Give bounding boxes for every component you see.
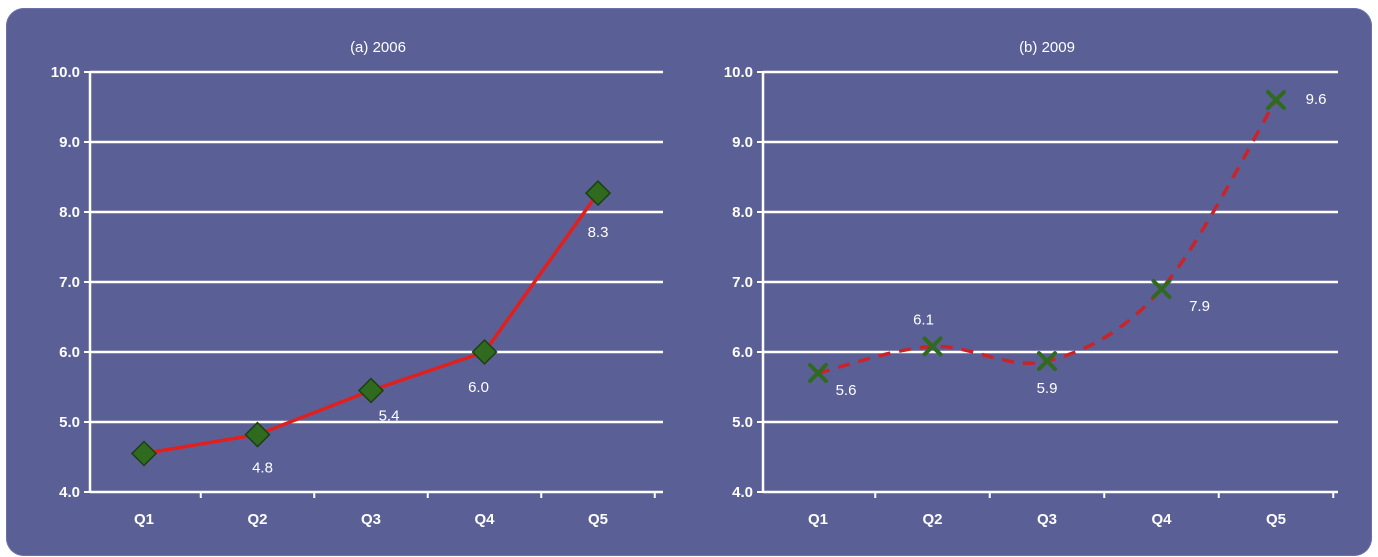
data-point (357, 377, 385, 404)
chart-title: (b) 2009 (1019, 39, 1075, 56)
data-label: 6.0 (468, 379, 489, 396)
data-label: 5.4 (379, 408, 400, 425)
data-point (471, 338, 498, 366)
y-tick-label: 9.0 (59, 134, 80, 151)
data-label: 7.9 (1189, 298, 1210, 315)
x-tick-label: Q3 (361, 511, 381, 528)
x-tick-label: Q2 (247, 511, 267, 528)
y-tick-label: 10.0 (51, 64, 80, 81)
data-point (244, 421, 271, 448)
y-tick-label: 4.0 (59, 484, 80, 501)
y-tick-label: 7.0 (59, 274, 80, 291)
x-tick-label: Q5 (1266, 511, 1286, 528)
chart-title: (a) 2006 (350, 39, 406, 56)
chart-b: (b) 2009 4.0 5.0 6.0 7.0 8.0 9.0 10.0 Q1 Q2 Q3 Q4 Q5… (724, 39, 1338, 528)
chart-a: (a) 2006 4.0 5.0 6.0 7.0 8.0 9.0 10.0 Q1 Q2 Q3 Q4 Q5… (51, 39, 663, 528)
data-label: 5.9 (1037, 380, 1058, 397)
data-point (1266, 90, 1286, 110)
y-tick-label: 5.0 (732, 414, 753, 431)
y-tick-label: 6.0 (732, 344, 753, 361)
x-tick-label: Q1 (134, 511, 154, 528)
data-label: 5.6 (836, 382, 857, 399)
x-tick-label: Q2 (922, 511, 942, 528)
y-tick-label: 5.0 (59, 414, 80, 431)
data-label: 9.6 (1306, 91, 1327, 108)
x-tick-label: Q3 (1037, 511, 1057, 528)
x-tick-label: Q4 (474, 511, 495, 528)
data-point (1037, 351, 1057, 372)
y-tick-label: 9.0 (732, 134, 753, 151)
y-tick-label: 4.0 (732, 484, 753, 501)
data-point (808, 363, 828, 383)
data-label: 6.1 (913, 311, 934, 328)
series-line (817, 99, 1278, 375)
y-tick-label: 6.0 (59, 344, 80, 361)
series-line (143, 192, 600, 456)
y-tick-label: 8.0 (59, 204, 80, 221)
x-tick-label: Q1 (808, 511, 828, 528)
data-point (922, 336, 943, 357)
data-label: 8.3 (588, 224, 609, 241)
y-tick-label: 8.0 (732, 204, 753, 221)
x-tick-label: Q5 (588, 511, 608, 528)
x-tick-label: Q4 (1151, 511, 1172, 528)
data-point (1151, 279, 1172, 299)
data-point (130, 440, 158, 467)
y-tick-label: 10.0 (724, 64, 753, 81)
data-label: 4.8 (252, 460, 273, 477)
data-point (584, 180, 612, 207)
y-tick-label: 7.0 (732, 274, 753, 291)
